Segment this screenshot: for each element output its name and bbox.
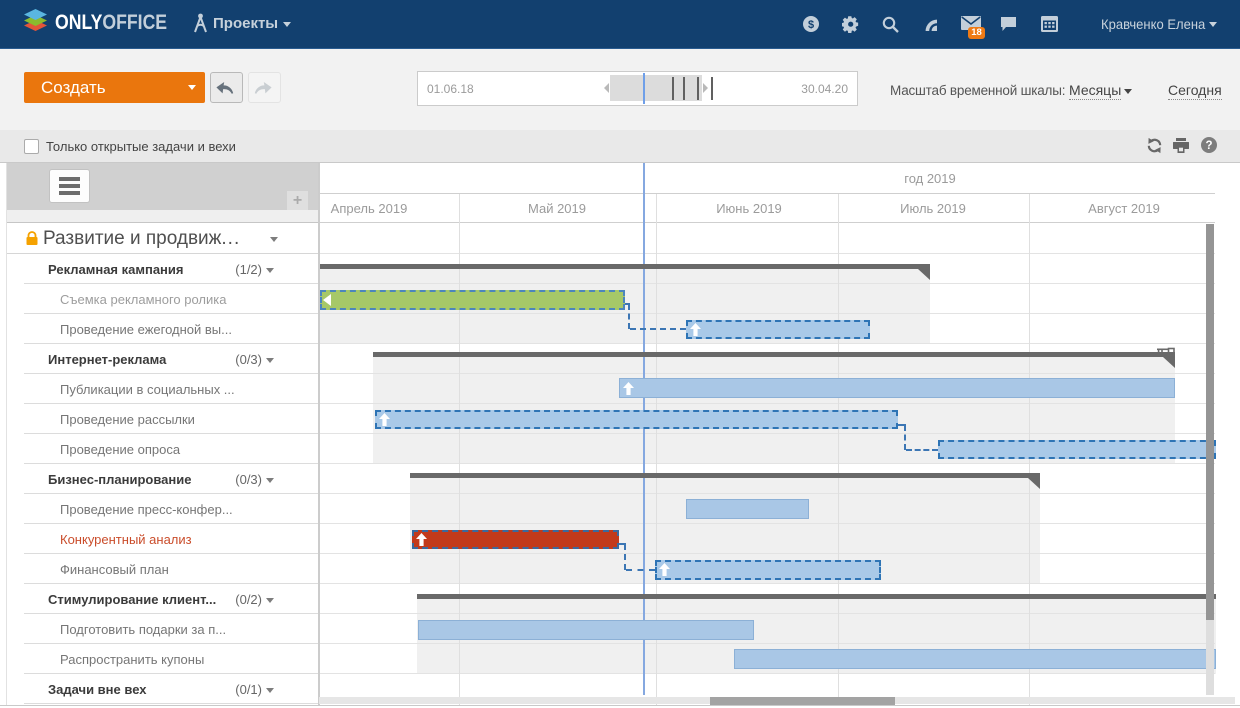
svg-text:$: $ [808,19,814,31]
svg-text:?: ? [1205,140,1212,152]
